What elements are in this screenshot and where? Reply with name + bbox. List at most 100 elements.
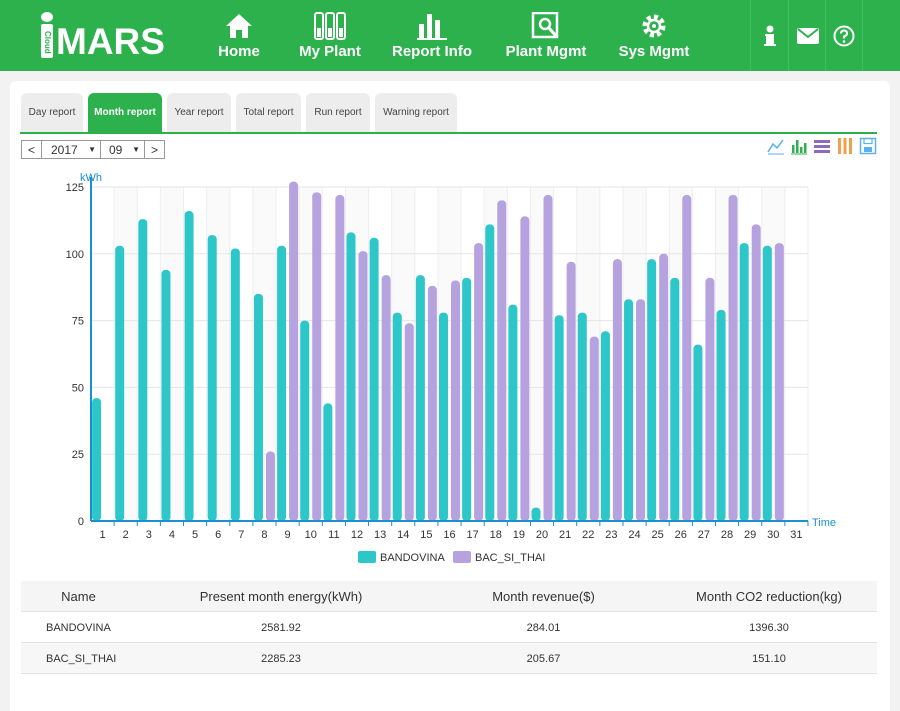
tab-day-report[interactable]: Day report (21, 93, 83, 132)
bar-bac-si-thai-day-8 (265, 451, 275, 521)
bar-bandovina-day-24 (624, 299, 634, 521)
nav-home-label: Home (218, 43, 260, 60)
y-tick-label: 75 (72, 316, 84, 328)
bar-bac-si-thai-day-22 (589, 336, 599, 521)
nav-my-plant-label: My Plant (299, 43, 361, 60)
x-tick-label: 14 (397, 529, 409, 541)
bar-bandovina-day-7 (230, 248, 240, 521)
nav-report-info-label: Report Info (392, 43, 472, 60)
nav-my-plant[interactable]: My Plant (293, 0, 367, 71)
nav-home[interactable]: Home (208, 0, 270, 71)
cell-co2: 1396.30 (749, 621, 789, 634)
x-tick-label: 15 (420, 529, 432, 541)
x-tick-label: 4 (169, 529, 175, 541)
bar-bac-si-thai-day-21 (566, 261, 576, 521)
bar-bandovina-day-25 (647, 259, 657, 521)
y-tick-label: 25 (72, 449, 84, 461)
x-tick-label: 17 (467, 529, 479, 541)
chart-bars (92, 181, 784, 522)
bar-bandovina-day-8 (253, 293, 263, 521)
bar-bac-si-thai-day-19 (520, 216, 530, 521)
bar-chart-icon[interactable] (790, 137, 808, 155)
bar-bandovina-day-28 (716, 309, 726, 521)
bar-bandovina-day-1 (92, 398, 102, 521)
tiled-icon[interactable] (836, 137, 854, 155)
bar-bandovina-day-23 (600, 331, 610, 521)
y-tick-label: 100 (66, 249, 84, 261)
plant-mgmt-icon (500, 12, 592, 40)
prev-month-button[interactable]: < (21, 140, 42, 159)
bar-bandovina-day-9 (277, 245, 287, 521)
chevron-down-icon: ▼ (132, 145, 140, 154)
cell-revenue: 284.01 (526, 621, 561, 634)
nav-sys-mgmt[interactable]: Sys Mgmt (614, 0, 694, 71)
help-button[interactable] (825, 0, 863, 71)
nav-report-info[interactable]: Report Info (388, 0, 476, 71)
x-tick-label: 24 (628, 529, 640, 541)
bar-bac-si-thai-day-12 (358, 251, 368, 522)
x-tick-label: 3 (146, 529, 152, 541)
month-select[interactable]: 09 ▼ (100, 140, 145, 159)
bar-bandovina-day-10 (300, 320, 310, 521)
cell-energy: 2285.23 (261, 652, 301, 665)
next-month-button[interactable]: > (144, 140, 165, 159)
tab-total-report[interactable]: Total report (236, 93, 301, 132)
bar-bac-si-thai-day-11 (335, 195, 345, 522)
gear-icon (614, 12, 694, 40)
tab-year-report[interactable]: Year report (167, 93, 231, 132)
x-tick-label: 12 (351, 529, 363, 541)
x-tick-label: 11 (328, 529, 339, 541)
x-axis-label: Time (812, 517, 836, 529)
legend-label: BANDOVINA (380, 552, 445, 564)
chevron-down-icon: ▼ (88, 145, 96, 154)
imars-logo[interactable]: Cloud MARS (40, 12, 170, 62)
month-value: 09 (109, 142, 123, 157)
year-value: 2017 (51, 142, 78, 157)
bar-bac-si-thai-day-15 (427, 285, 437, 521)
bar-bandovina-day-17 (462, 277, 472, 521)
bar-bandovina-day-15 (415, 275, 425, 521)
x-tick-label: 16 (443, 529, 455, 541)
mail-button[interactable] (788, 0, 826, 71)
bar-bandovina-day-30 (762, 245, 772, 521)
info-button[interactable] (750, 0, 788, 71)
bar-bac-si-thai-day-23 (612, 259, 622, 521)
table-row: BAC_SI_THAI 2285.23 205.67 151.10 (21, 643, 877, 674)
bar-bac-si-thai-day-10 (312, 192, 322, 521)
bar-bac-si-thai-day-17 (474, 243, 484, 521)
bar-bac-si-thai-day-25 (659, 253, 669, 522)
year-select[interactable]: 2017 ▼ (41, 140, 101, 159)
save-icon[interactable] (859, 137, 877, 155)
legend-label: BAC_SI_THAI (475, 552, 545, 564)
tab-month-report[interactable]: Month report (88, 93, 162, 132)
bar-bandovina-day-16 (439, 312, 448, 521)
x-tick-label: 9 (285, 529, 291, 541)
bar-bandovina-day-3 (138, 219, 148, 521)
legend-swatch (358, 551, 376, 563)
nav-plant-mgmt[interactable]: Plant Mgmt (500, 0, 592, 71)
bar-bandovina-day-11 (323, 403, 333, 521)
bar-bac-si-thai-day-16 (451, 280, 460, 521)
x-tick-label: 25 (652, 529, 664, 541)
tab-warning-report[interactable]: Warning report (375, 93, 457, 132)
mail-icon (796, 27, 819, 44)
header-revenue: Month revenue($) (492, 589, 595, 604)
home-icon (208, 12, 270, 40)
stack-icon[interactable] (813, 137, 831, 155)
x-tick-label: 6 (215, 529, 221, 541)
y-tick-label: 0 (78, 516, 84, 528)
bar-bandovina-day-2 (115, 245, 125, 521)
info-icon (763, 25, 776, 46)
cell-name: BANDOVINA (46, 621, 111, 634)
tab-run-report[interactable]: Run report (306, 93, 370, 132)
bar-bandovina-day-26 (670, 277, 680, 521)
bar-bac-si-thai-day-14 (404, 323, 414, 521)
plant-icon (293, 12, 367, 40)
bar-bandovina-day-20 (531, 507, 541, 521)
line-chart-icon[interactable] (767, 137, 785, 155)
header-co2: Month CO2 reduction(kg) (696, 589, 842, 604)
x-tick-label: 30 (767, 529, 779, 541)
x-tick-label: 7 (238, 529, 244, 541)
header-energy: Present month energy(kWh) (199, 589, 363, 604)
